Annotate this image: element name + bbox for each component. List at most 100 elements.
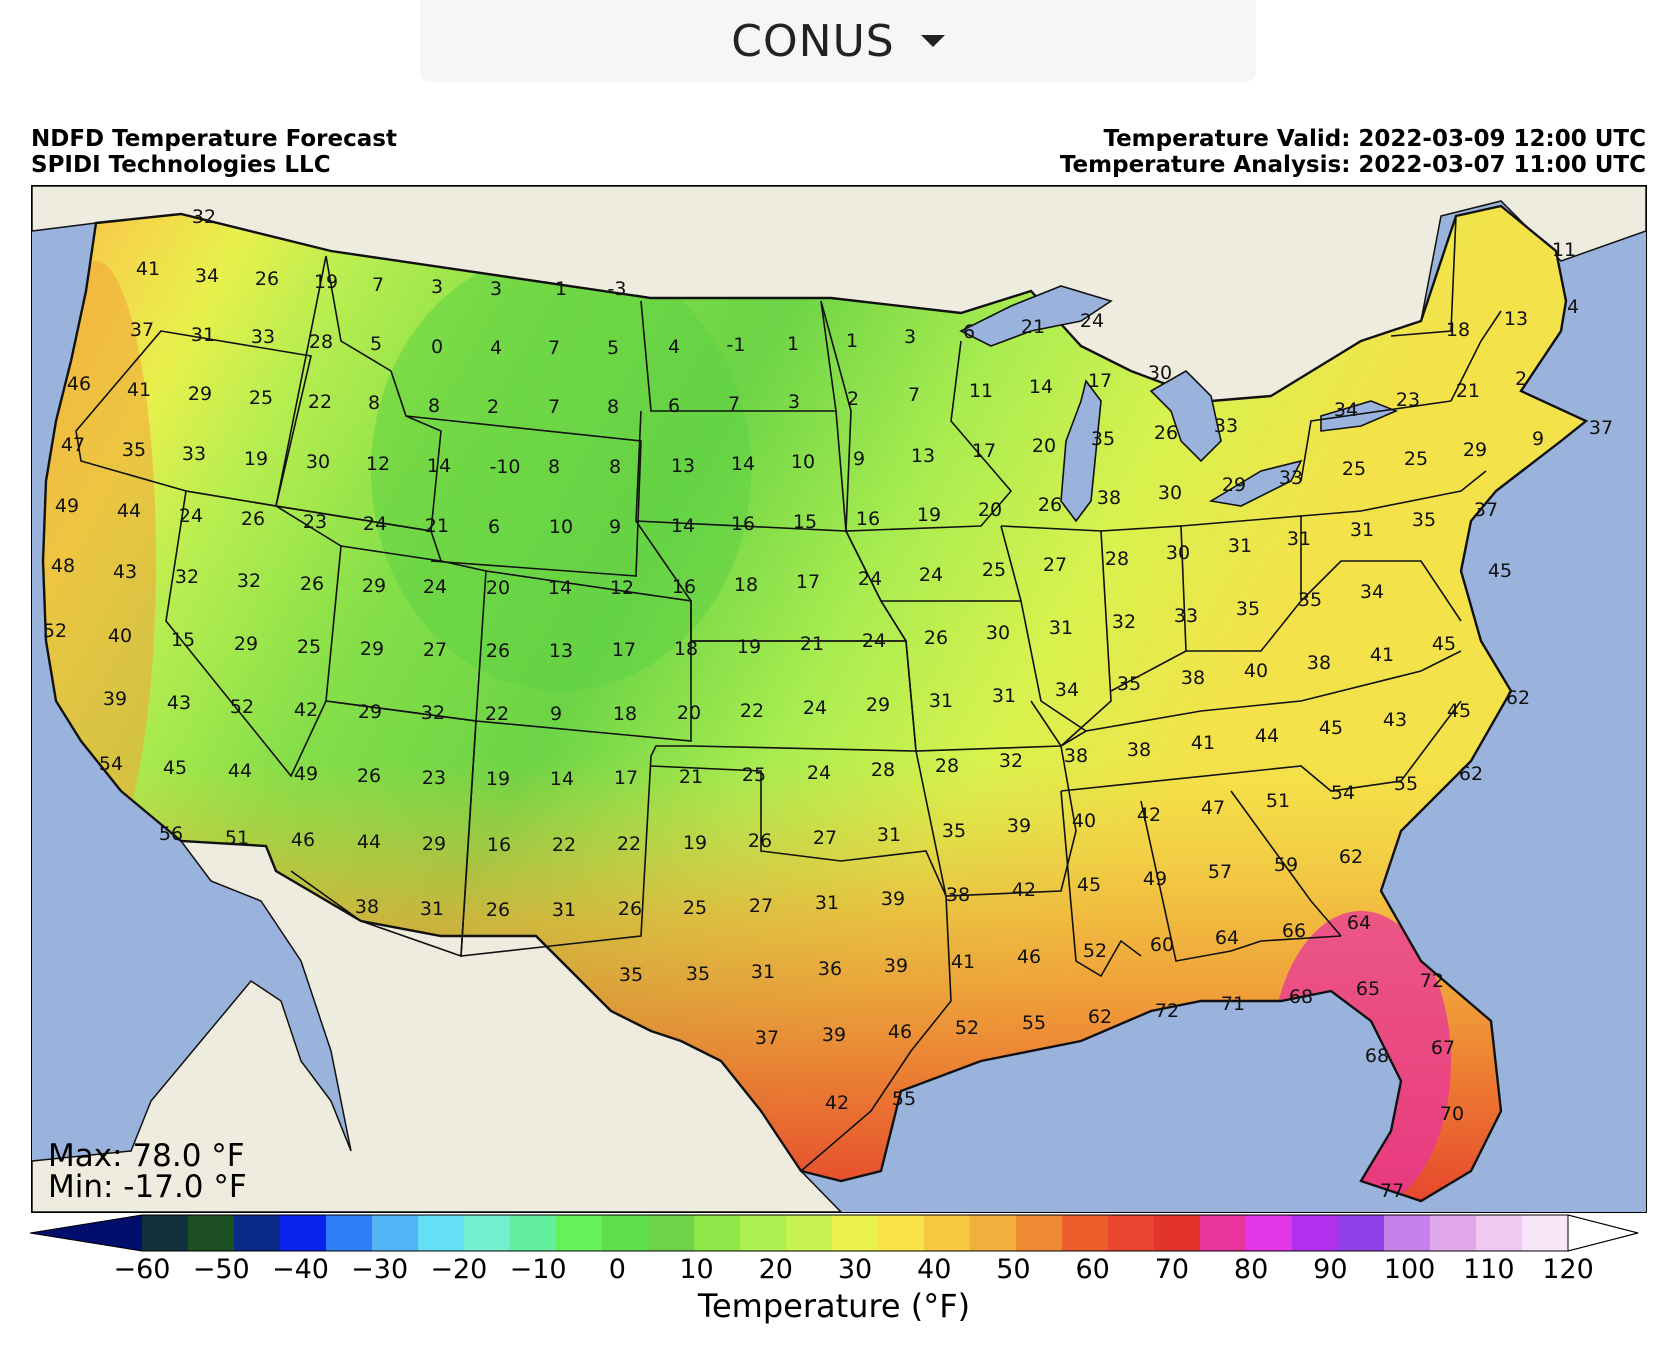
temp-label: 20 [677, 702, 701, 724]
temp-label: 13 [549, 640, 573, 662]
temp-label: 19 [486, 768, 510, 790]
temp-label: 17 [612, 639, 636, 661]
lake-superior [959, 285, 1113, 347]
temp-label: 14 [731, 453, 755, 475]
colorbar-swatch [1062, 1215, 1109, 1251]
temp-label: 26 [255, 268, 279, 290]
temp-label: 29 [188, 383, 212, 405]
temp-label: 43 [167, 692, 191, 714]
temp-label: 42 [825, 1092, 849, 1114]
temp-label: 71 [1221, 993, 1245, 1015]
temp-label: 27 [813, 827, 837, 849]
temp-label: 22 [552, 834, 576, 856]
temp-label: 66 [1282, 920, 1306, 942]
colorbar-outline [30, 1214, 1639, 1252]
temp-label: 72 [1420, 970, 1444, 992]
temp-label: 26 [357, 765, 381, 787]
temp-label: 34 [1334, 399, 1358, 421]
colorbar-tick-label: 110 [1462, 1254, 1515, 1285]
temp-label: 35 [619, 964, 643, 986]
colorbar-swatch [1200, 1215, 1247, 1251]
colorbar-swatch [556, 1215, 603, 1251]
temp-label: 22 [617, 833, 641, 855]
temp-label: 48 [51, 555, 75, 577]
temp-label: 39 [822, 1024, 846, 1046]
temp-label: 14 [548, 577, 572, 599]
temp-label: 21 [1021, 316, 1045, 338]
temp-label: 52 [230, 696, 254, 718]
temp-label: 28 [935, 755, 959, 777]
valid-time: Temperature Valid: 2022-03-09 12:00 UTC [1103, 126, 1646, 152]
temp-label: 62 [1459, 763, 1483, 785]
temp-label: 29 [1222, 474, 1246, 496]
temp-label: 38 [1064, 745, 1088, 767]
temp-label: 64 [1215, 927, 1239, 949]
temp-label: 45 [1447, 700, 1471, 722]
min-temp: Min: -17.0 °F [48, 1169, 247, 1205]
lake-huron [1149, 370, 1222, 463]
temp-label: 26 [241, 508, 265, 530]
lake-ontario [1320, 400, 1399, 432]
colorbar-tick-label: 20 [758, 1254, 793, 1285]
temp-label: 51 [225, 827, 249, 849]
temp-label: 10 [549, 516, 573, 538]
temp-label: 19 [314, 271, 338, 293]
colorbar-swatch [1430, 1215, 1477, 1251]
temp-label: 39 [881, 888, 905, 910]
temp-label: 32 [999, 750, 1023, 772]
temp-label: 25 [1404, 448, 1428, 470]
map-title-block: NDFD Temperature Forecast SPIDI Technolo… [31, 126, 397, 178]
temp-label: 30 [1148, 362, 1172, 384]
temp-label: 67 [1431, 1037, 1455, 1059]
temp-label: 30 [1166, 542, 1190, 564]
temp-label: 17 [972, 440, 996, 462]
temp-label: 32 [421, 702, 445, 724]
colorbar-swatch [1292, 1215, 1339, 1251]
temp-label: 3 [490, 278, 502, 300]
colorbar-max-extend [1567, 1214, 1639, 1252]
temp-label: 34 [195, 265, 219, 287]
temp-label: 7 [908, 384, 920, 406]
temp-label: 27 [749, 895, 773, 917]
temp-label: 44 [228, 760, 252, 782]
temp-label: 37 [1589, 417, 1613, 439]
temp-label: 22 [740, 700, 764, 722]
colorbar-swatch [648, 1215, 695, 1251]
temp-label: 35 [1236, 598, 1260, 620]
temp-label: 41 [136, 258, 160, 280]
temperature-map: 32 41 34 26 19 7 3 3 1 -3 37 31 33 28 5 0 4 7 5 4 -1 1 1 3 6 21 24… [31, 185, 1647, 1213]
temp-label: 14 [671, 515, 695, 537]
temp-label: 16 [672, 576, 696, 598]
temp-label: 45 [1077, 874, 1101, 896]
temp-label: 20 [1032, 435, 1056, 457]
temp-label: 25 [1342, 458, 1366, 480]
temp-label: 25 [683, 897, 707, 919]
temp-label: 44 [357, 831, 381, 853]
temp-label: 19 [683, 832, 707, 854]
temp-label: 24 [1080, 310, 1104, 332]
temp-label: 9 [853, 448, 865, 470]
temp-label: 31 [1350, 519, 1374, 541]
temp-label: 43 [1383, 709, 1407, 731]
temp-label: 59 [1274, 854, 1298, 876]
temp-label: 30 [1158, 482, 1182, 504]
temp-label: 40 [1244, 660, 1268, 682]
temp-label: 18 [1446, 319, 1470, 341]
temp-label: 23 [422, 767, 446, 789]
temp-label: 44 [117, 500, 141, 522]
temp-label: 38 [1097, 487, 1121, 509]
temp-label: 29 [1463, 439, 1487, 461]
temp-label: 6 [668, 395, 680, 417]
colorbar-swatch [1154, 1215, 1201, 1251]
colorbar-swatch [970, 1215, 1017, 1251]
temp-label: 24 [858, 568, 882, 590]
temp-label: 8 [368, 392, 380, 414]
colorbar-tick-label: −60 [113, 1254, 171, 1285]
region-dropdown[interactable]: CONUS [420, 0, 1256, 82]
temp-label: 18 [734, 574, 758, 596]
colorbar-tick-label: −20 [430, 1254, 488, 1285]
temp-label: 36 [818, 958, 842, 980]
temp-label: 62 [1506, 687, 1530, 709]
temp-label: 24 [179, 505, 203, 527]
temp-label: 31 [191, 324, 215, 346]
